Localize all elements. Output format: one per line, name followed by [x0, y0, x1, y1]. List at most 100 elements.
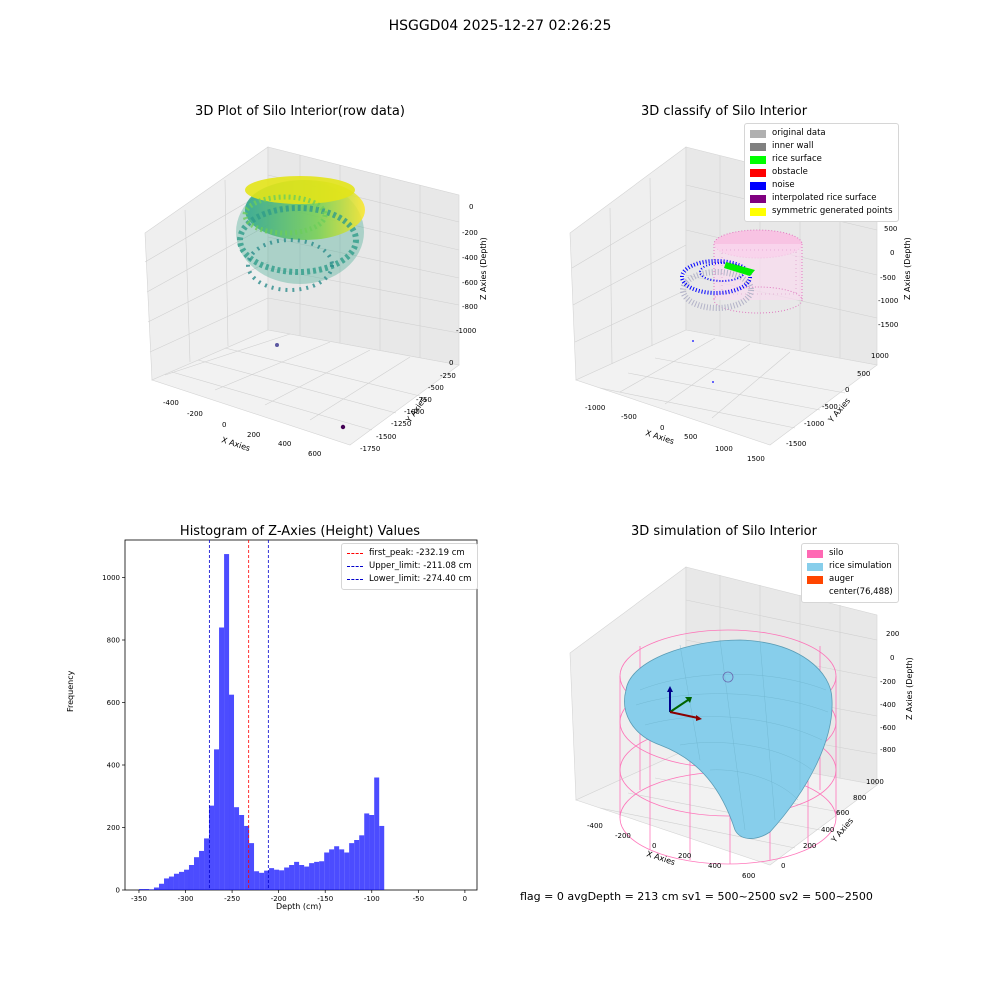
histogram-bar	[234, 807, 240, 890]
histogram-bar	[359, 835, 365, 890]
classify-ztick: -1000	[878, 297, 898, 305]
sim-xtick: -200	[615, 832, 631, 840]
histogram-bar	[354, 840, 360, 890]
raw-ytick: -1250	[391, 420, 411, 428]
raw-xtick: -400	[163, 399, 179, 407]
sim-ytick: 200	[803, 842, 816, 850]
raw-xtick: 600	[308, 450, 321, 458]
raw-ztick: 0	[469, 203, 473, 211]
legend-item-obstacle: obstacle	[750, 166, 893, 179]
raw-ytick: -500	[428, 384, 444, 392]
histogram-xtick-label: 0	[463, 895, 467, 903]
histogram-bar	[324, 852, 330, 890]
simulation-3d-axes: -400 -200 0 200 400 600 0 200 400 600 80…	[569, 566, 914, 880]
histogram-bar	[269, 868, 275, 890]
histogram-bar	[184, 869, 190, 890]
simulation-plot-title: 3D simulation of Silo Interior	[631, 524, 817, 539]
histogram-bar	[138, 889, 144, 890]
raw-ytick: -1000	[404, 408, 424, 416]
classify-ytick: 1000	[871, 352, 889, 360]
histogram-bar	[369, 815, 375, 890]
raw-xtick: 0	[222, 421, 226, 429]
histogram-ytick-label: 600	[107, 699, 120, 707]
legend-item-rice-surface: rice surface	[750, 153, 893, 166]
sim-xtick: 600	[742, 872, 755, 880]
histogram-ytick-label: 200	[107, 824, 120, 832]
legend-item-center: center(76,488)	[807, 586, 893, 599]
histogram-xtick-label: -100	[364, 895, 380, 903]
histogram-xtick-label: -250	[224, 895, 240, 903]
histogram-bar	[319, 861, 325, 890]
legend-item-silo: silo	[807, 547, 893, 560]
histogram-bar	[299, 865, 305, 890]
figure-title: HSGGD04 2025-12-27 02:26:25	[388, 18, 612, 34]
raw-ytick: 0	[449, 359, 453, 367]
histogram-bar	[173, 873, 179, 890]
legend-item-rice-simulation: rice simulation	[807, 560, 893, 573]
histogram-ytick-label: 1000	[102, 574, 120, 582]
sim-ytick: 600	[836, 809, 849, 817]
legend-item-noise: noise	[750, 179, 893, 192]
raw-plot-title: 3D Plot of Silo Interior(row data)	[195, 104, 405, 119]
classify-ytick: -1500	[786, 440, 806, 448]
raw-xtick: 400	[278, 440, 291, 448]
raw-ztick: -600	[462, 279, 478, 287]
histogram-bar	[143, 889, 149, 890]
histogram-bar	[199, 850, 205, 890]
histogram-bar	[188, 865, 194, 890]
histogram-bar	[254, 871, 260, 890]
histogram-bar	[379, 825, 385, 890]
classify-xtick: -1000	[585, 404, 605, 412]
raw-ztick: -1000	[456, 327, 476, 335]
histogram-bar	[148, 889, 154, 890]
legend-item-first-peak: first_peak: -232.19 cm	[347, 547, 472, 560]
histogram-ytick-label: 800	[107, 637, 120, 645]
histogram-bar	[214, 749, 220, 890]
histogram-bar	[164, 878, 170, 890]
histogram-bar	[249, 843, 255, 890]
classify-xtick: 1500	[747, 455, 765, 463]
sim-ytick: 0	[781, 862, 785, 870]
sim-xtick: 200	[678, 852, 691, 860]
classify-plot-title: 3D classify of Silo Interior	[640, 104, 808, 119]
sim-ztick: -800	[880, 746, 896, 754]
histogram-xtick-label: -150	[317, 895, 333, 903]
histogram-bar	[259, 872, 265, 890]
classify-xtick: 0	[660, 424, 664, 432]
histogram-bar	[314, 861, 320, 890]
histogram-bar	[208, 805, 214, 890]
histogram-bar	[304, 866, 310, 890]
sim-ztick: -600	[880, 724, 896, 732]
legend-item-symmetric: symmetric generated points	[750, 205, 893, 218]
histogram-xtick-label: -350	[131, 895, 147, 903]
histogram-bar	[239, 815, 245, 890]
histogram-bar	[179, 871, 185, 890]
histogram-bar	[339, 849, 345, 890]
histogram-plot: -350 -300 -250 -200 -150 -100 -50 0 0 200 400 600 80…	[102, 539, 478, 903]
histogram-bar	[374, 777, 380, 890]
rice-simulation-surface	[624, 639, 833, 839]
histogram-legend: first_peak: -232.19 cm Upper_limit: -211…	[341, 543, 478, 590]
sim-ztick: -200	[880, 678, 896, 686]
histogram-bar	[349, 843, 355, 890]
histogram-bar	[284, 867, 290, 890]
raw-ztick: -800	[462, 303, 478, 311]
raw-xtick: 200	[247, 431, 260, 439]
histogram-bar	[168, 876, 174, 890]
classify-ztick: -1500	[878, 321, 898, 329]
sim-ztick: 200	[886, 630, 899, 638]
histogram-bar	[334, 846, 340, 890]
raw-xtick: -200	[187, 410, 203, 418]
histogram-xtick-label: -200	[271, 895, 287, 903]
histogram-xlabel: Depth (cm)	[276, 902, 322, 911]
histogram-bar	[224, 554, 230, 890]
histogram-bar	[329, 849, 335, 890]
sim-xtick: 400	[708, 862, 721, 870]
histogram-xtick-label: -300	[178, 895, 194, 903]
sim-xlabel: X Axies	[645, 849, 676, 867]
histogram-xtick-label: -50	[413, 895, 424, 903]
classify-ztick: -500	[880, 274, 896, 282]
classify-cylinder	[713, 229, 803, 314]
raw-zlabel: Z Axies (Depth)	[479, 237, 488, 300]
classify-legend: original data inner wall rice surface ob…	[744, 123, 899, 222]
